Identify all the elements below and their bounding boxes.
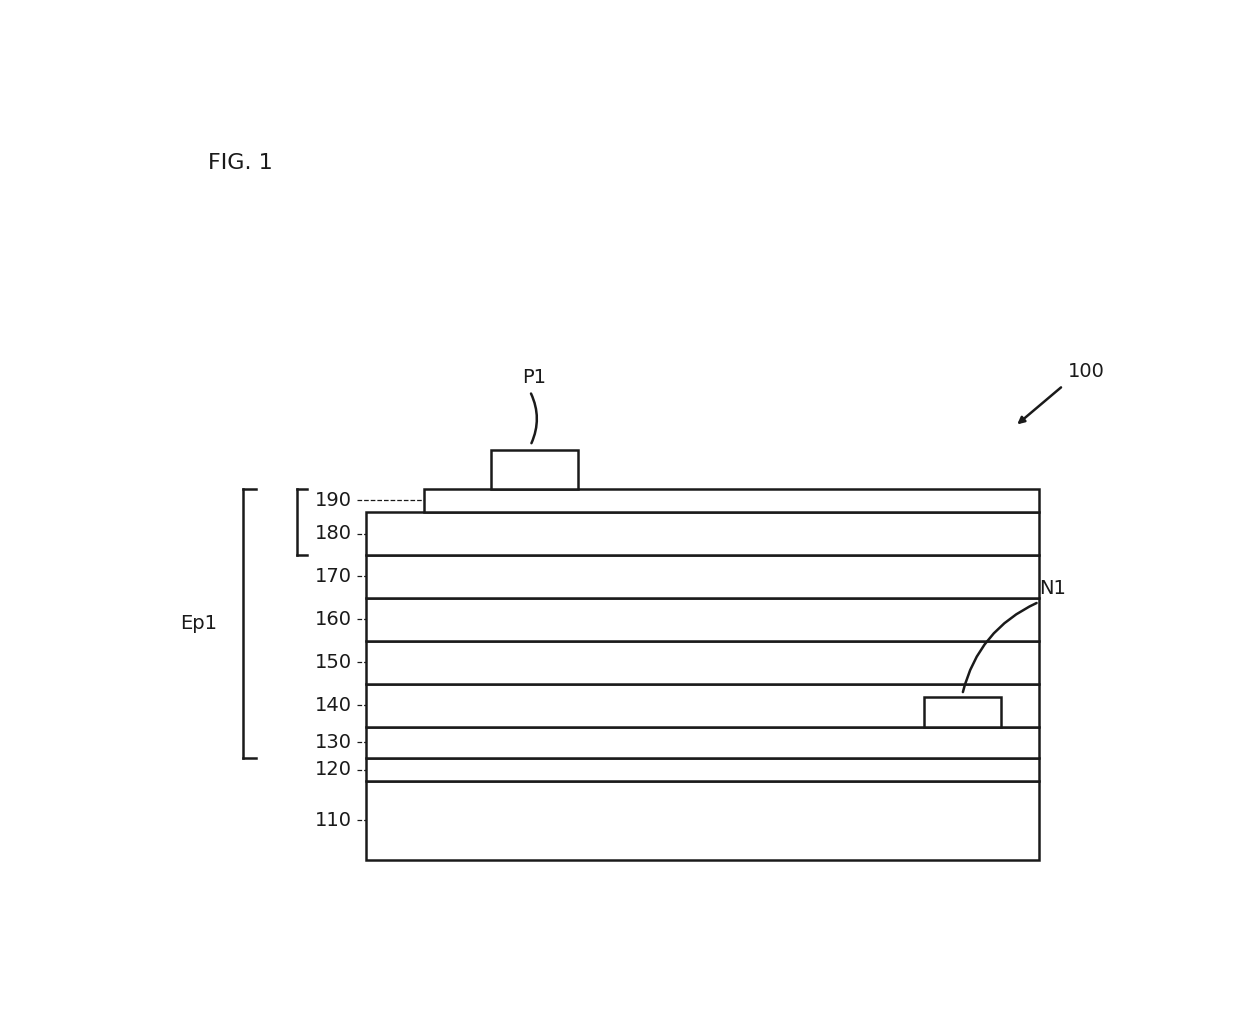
Text: 160: 160 bbox=[315, 610, 352, 629]
Text: 150: 150 bbox=[315, 653, 352, 672]
Bar bbox=[424, 489, 1039, 512]
Bar bbox=[367, 555, 1039, 598]
Text: N1: N1 bbox=[1039, 579, 1066, 598]
Bar bbox=[924, 697, 1001, 727]
Text: P1: P1 bbox=[522, 368, 547, 387]
Text: 140: 140 bbox=[315, 696, 352, 715]
Bar bbox=[367, 727, 1039, 758]
Text: Ep1: Ep1 bbox=[181, 613, 217, 633]
Text: 170: 170 bbox=[315, 567, 352, 586]
Text: FIG. 1: FIG. 1 bbox=[208, 153, 273, 173]
Text: 190: 190 bbox=[315, 491, 352, 510]
Bar bbox=[367, 598, 1039, 641]
Text: 110: 110 bbox=[315, 811, 352, 830]
Bar bbox=[367, 683, 1039, 727]
Text: 120: 120 bbox=[315, 760, 352, 779]
Bar bbox=[367, 758, 1039, 782]
Bar bbox=[367, 782, 1039, 860]
Bar bbox=[367, 512, 1039, 555]
Text: 100: 100 bbox=[1068, 362, 1105, 381]
Text: 130: 130 bbox=[315, 733, 352, 752]
Bar bbox=[491, 449, 578, 489]
Text: 180: 180 bbox=[315, 524, 352, 544]
Bar bbox=[367, 641, 1039, 683]
